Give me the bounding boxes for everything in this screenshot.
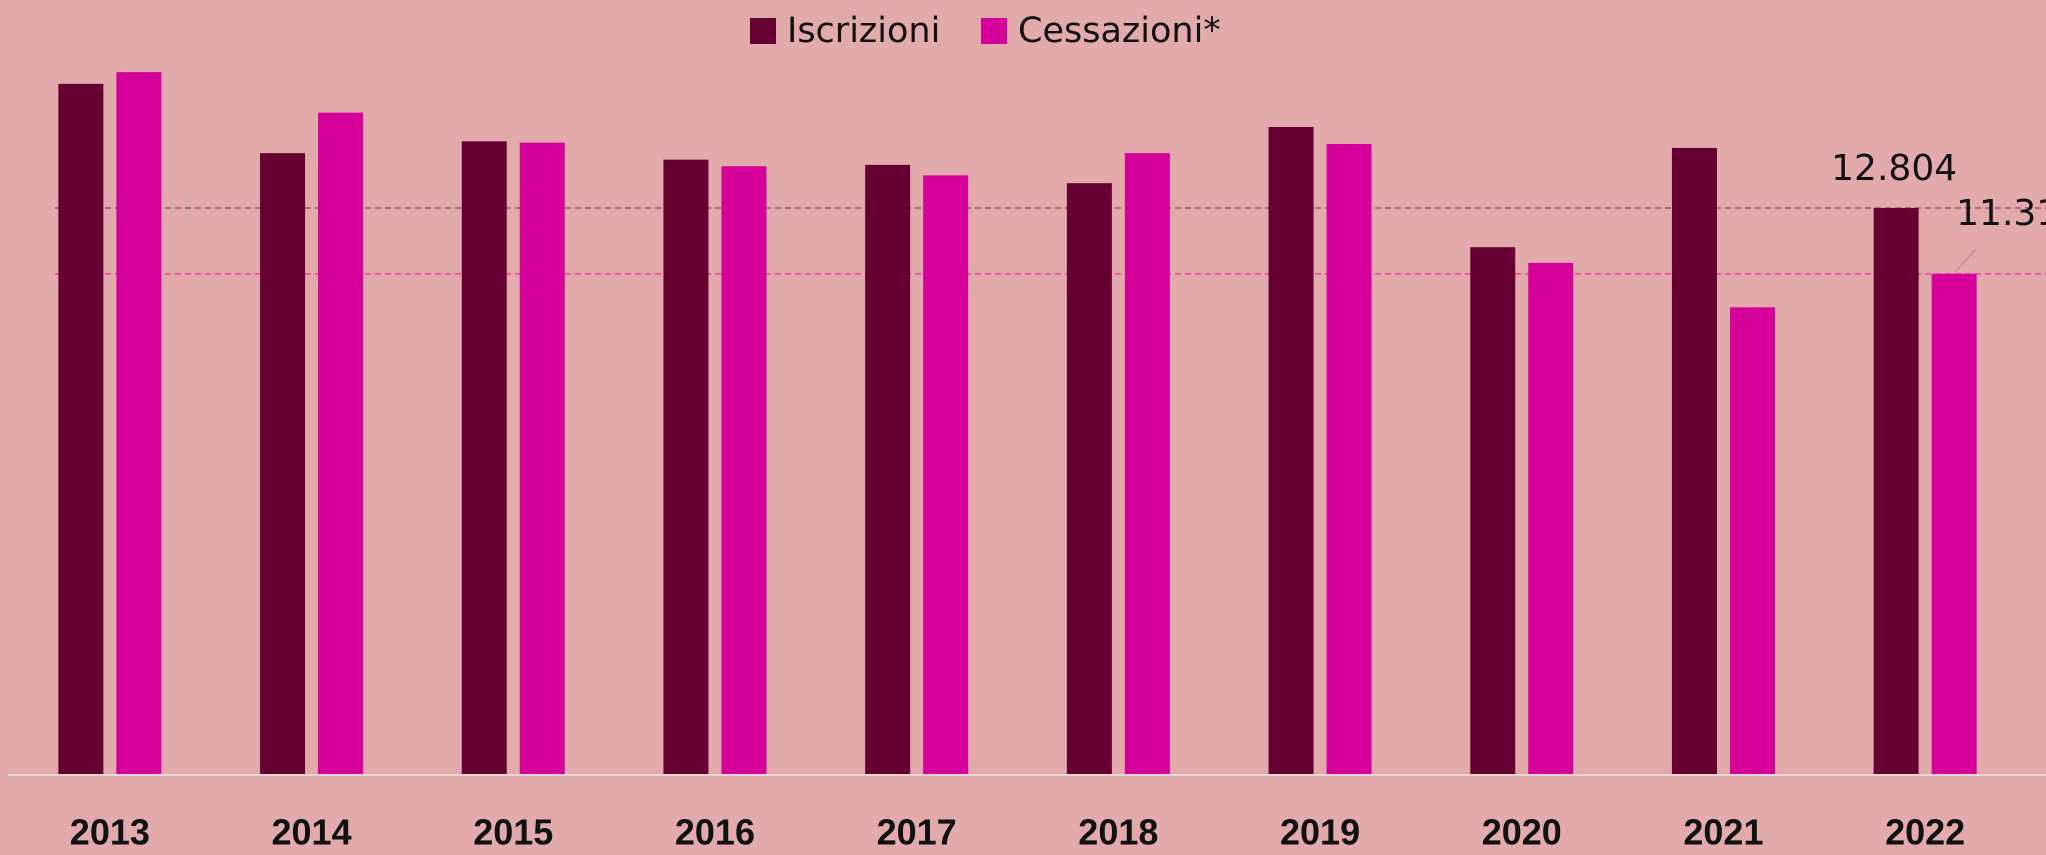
bar bbox=[721, 166, 767, 775]
bar bbox=[1671, 147, 1717, 775]
legend-label: Iscrizioni bbox=[787, 11, 940, 51]
bar bbox=[461, 141, 507, 776]
bar bbox=[116, 72, 162, 776]
x-tick-label: 2020 bbox=[1482, 812, 1562, 853]
bar bbox=[1124, 153, 1170, 775]
bar bbox=[1268, 127, 1314, 776]
bar bbox=[260, 153, 306, 775]
bar bbox=[1470, 247, 1516, 775]
bar bbox=[1873, 207, 1919, 776]
x-tick-label: 2014 bbox=[272, 812, 352, 853]
x-tick-label: 2016 bbox=[675, 812, 755, 853]
bar bbox=[923, 175, 969, 775]
bar bbox=[1931, 273, 1977, 775]
bar bbox=[1066, 183, 1112, 775]
bar bbox=[318, 112, 364, 775]
bar bbox=[663, 159, 709, 775]
value-label: 11.317 bbox=[1956, 193, 2046, 234]
x-tick-label: 2019 bbox=[1280, 812, 1360, 853]
bar bbox=[58, 83, 104, 776]
x-tick-label: 2013 bbox=[70, 812, 150, 853]
bar bbox=[1326, 143, 1372, 776]
x-tick-label: 2018 bbox=[1078, 812, 1158, 853]
value-label: 12.804 bbox=[1831, 148, 1957, 189]
x-tick-label: 2015 bbox=[473, 812, 553, 853]
bar bbox=[519, 142, 565, 775]
x-tick-label: 2021 bbox=[1683, 812, 1763, 853]
bar bbox=[865, 164, 911, 775]
x-tick-label: 2022 bbox=[1885, 812, 1965, 853]
legend-swatch bbox=[750, 18, 776, 44]
bar bbox=[1729, 307, 1775, 775]
leader-line bbox=[1954, 248, 1977, 273]
legend-swatch bbox=[981, 18, 1007, 44]
legend-label: Cessazioni* bbox=[1018, 11, 1221, 51]
x-tick-label: 2017 bbox=[877, 812, 957, 853]
bar bbox=[1528, 262, 1574, 775]
